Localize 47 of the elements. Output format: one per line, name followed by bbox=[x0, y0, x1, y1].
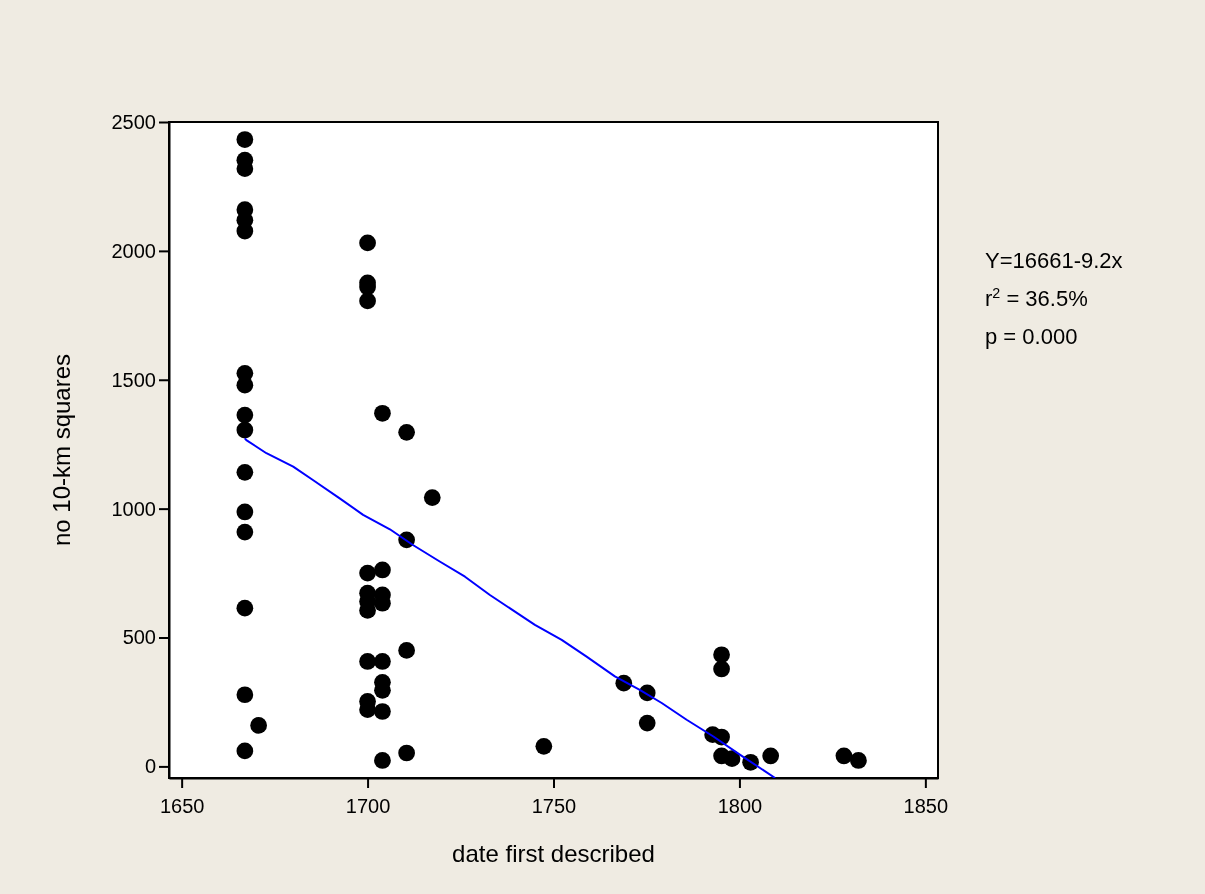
y-tick-label: 1500 bbox=[111, 368, 156, 391]
text: p = 0.000 bbox=[985, 324, 1078, 349]
point bbox=[835, 747, 853, 765]
x-tick-label: 1700 bbox=[345, 795, 391, 817]
x-tick-label: 1650 bbox=[159, 795, 205, 817]
point bbox=[850, 752, 867, 769]
point bbox=[374, 703, 391, 720]
y-tick-label: 500 bbox=[122, 626, 156, 649]
point bbox=[359, 564, 376, 582]
point bbox=[236, 599, 254, 617]
point bbox=[359, 234, 376, 252]
x-tick-label: 1800 bbox=[717, 795, 763, 817]
text: r$^{2}$ = 36.5% bbox=[985, 285, 1088, 311]
point bbox=[398, 423, 415, 441]
point bbox=[374, 653, 391, 670]
y-tick-label: 2000 bbox=[111, 239, 156, 262]
point bbox=[762, 747, 780, 765]
point bbox=[374, 404, 391, 422]
point bbox=[723, 750, 741, 768]
point bbox=[236, 742, 254, 760]
point bbox=[359, 653, 376, 670]
point bbox=[250, 717, 267, 734]
point bbox=[398, 744, 415, 762]
text: Y=16661-9.2x bbox=[985, 248, 1123, 273]
y-axis-title: no 10-km squares bbox=[48, 353, 75, 547]
point bbox=[374, 752, 391, 769]
point bbox=[236, 523, 254, 541]
x-axis-title: date first described bbox=[452, 840, 655, 867]
x-tick-label: 1850 bbox=[903, 795, 949, 817]
x-tick-label: 1750 bbox=[531, 795, 577, 817]
point bbox=[359, 292, 376, 310]
point bbox=[638, 714, 656, 732]
point bbox=[236, 406, 254, 424]
point bbox=[398, 642, 415, 659]
point bbox=[423, 489, 441, 506]
point bbox=[236, 686, 254, 704]
point bbox=[236, 421, 254, 439]
y-tick-label: 2500 bbox=[111, 110, 156, 133]
point bbox=[236, 131, 254, 148]
y-tick-label: 1000 bbox=[111, 497, 156, 520]
point bbox=[713, 646, 730, 664]
point bbox=[236, 503, 254, 521]
point bbox=[535, 737, 553, 755]
point bbox=[374, 561, 391, 579]
point bbox=[713, 660, 730, 678]
point bbox=[236, 463, 254, 481]
y-tick-label: 0 bbox=[144, 755, 156, 778]
